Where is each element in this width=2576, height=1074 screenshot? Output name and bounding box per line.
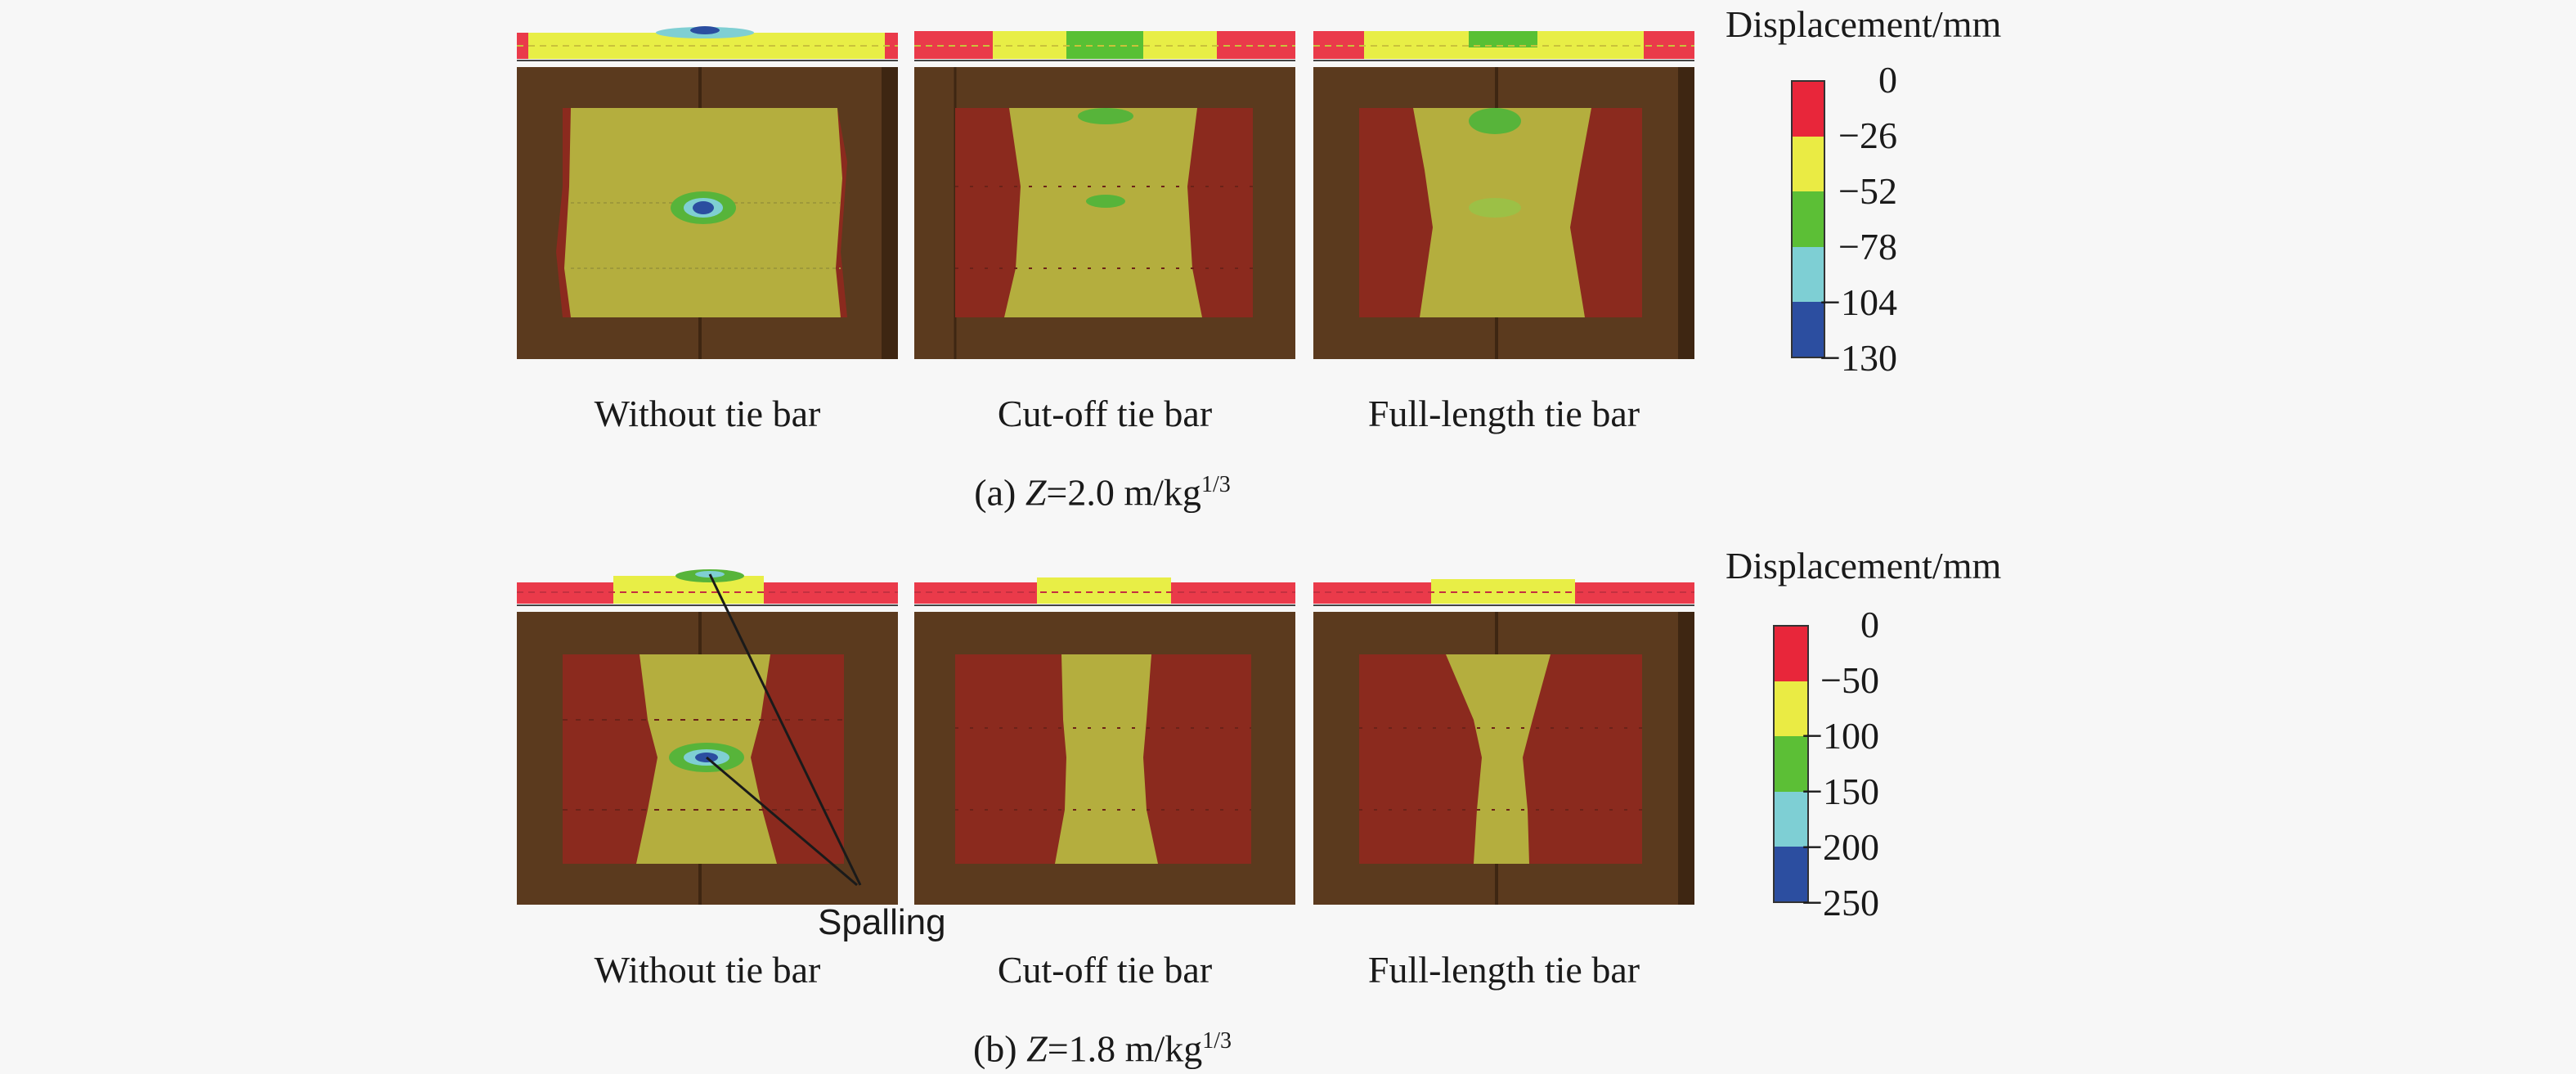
slab-top-view <box>1313 67 1694 359</box>
strip-side-view <box>517 26 898 61</box>
caption-exponent: 1/3 <box>1200 472 1231 497</box>
caption-prefix: (a) <box>974 471 1025 514</box>
colorbar-swatch <box>1775 736 1807 792</box>
colorbar-swatch <box>1793 82 1824 137</box>
colorbar-tick: −26 <box>1838 115 1897 156</box>
colorbar-tick: 0 <box>1860 604 1879 645</box>
panel-label: Without tie bar <box>594 949 821 991</box>
colorbar-b <box>1773 625 1809 903</box>
slab-top-view <box>517 67 898 359</box>
panel-b-without-tie-bar <box>517 569 898 905</box>
strip-side-view <box>914 577 1295 606</box>
colorbar-swatch <box>1775 681 1807 737</box>
caption-b: (b) Z=1.8 m/kg1/3 <box>693 1018 1511 1072</box>
colorbar-tick: −250 <box>1802 882 1879 923</box>
slab-top-view <box>1313 612 1694 905</box>
legend-title-a: Displacement/mm <box>1726 3 2002 45</box>
spalling-pointer-lines <box>706 573 862 887</box>
caption-z: Z <box>1026 1027 1048 1070</box>
colorbar-tick: −104 <box>1820 281 1897 323</box>
colorbar-tick: −50 <box>1820 659 1879 701</box>
panel-label: Without tie bar <box>594 393 821 434</box>
colorbar-tick: −130 <box>1820 337 1897 379</box>
panel-b-cut-off-tie-bar <box>914 577 1295 905</box>
caption-a: (a) Z=2.0 m/kg1/3 <box>693 462 1511 515</box>
colorbar-a <box>1791 80 1825 358</box>
caption-value: =1.8 m/kg <box>1047 1027 1203 1070</box>
colorbar-tick: −100 <box>1802 715 1879 757</box>
colorbar-swatch <box>1793 246 1824 302</box>
colorbar-swatch <box>1775 846 1807 901</box>
colorbar-swatch <box>1793 301 1824 357</box>
caption-value: =2.0 m/kg <box>1046 471 1201 514</box>
strip-side-view <box>1313 579 1694 606</box>
colorbar-tick: −200 <box>1802 826 1879 868</box>
strip-side-view <box>1313 31 1694 61</box>
panel-label: Cut-off tie bar <box>997 949 1213 991</box>
colorbar-tick: −150 <box>1802 771 1879 812</box>
spalling-annotation: Spalling <box>818 902 946 942</box>
slab-top-view <box>517 612 898 905</box>
slab-top-view <box>914 67 1295 359</box>
colorbar-tick: −78 <box>1838 226 1897 267</box>
colorbar-swatch <box>1775 627 1807 682</box>
colorbar-swatch <box>1793 137 1824 192</box>
panel-b-full-length-tie-bar <box>1313 579 1694 905</box>
legend-title-b: Displacement/mm <box>1726 545 2002 586</box>
colorbar-tick: −52 <box>1838 170 1897 212</box>
panel-a-cut-off-tie-bar <box>914 31 1295 359</box>
colorbar-swatch <box>1793 191 1824 247</box>
colorbar-tick: 0 <box>1878 59 1897 101</box>
panel-a-full-length-tie-bar <box>1313 31 1694 359</box>
panel-label: Full-length tie bar <box>1367 949 1640 991</box>
caption-prefix: (b) <box>972 1027 1027 1070</box>
strip-side-view <box>914 31 1295 61</box>
colorbar-swatch <box>1775 791 1807 847</box>
strip-side-view <box>517 569 898 606</box>
panel-label: Cut-off tie bar <box>997 393 1213 434</box>
caption-z: Z <box>1025 471 1047 514</box>
panel-label: Full-length tie bar <box>1367 393 1640 434</box>
panel-a-without-tie-bar <box>517 26 898 359</box>
slab-top-view <box>914 612 1295 905</box>
caption-exponent: 1/3 <box>1202 1028 1232 1054</box>
